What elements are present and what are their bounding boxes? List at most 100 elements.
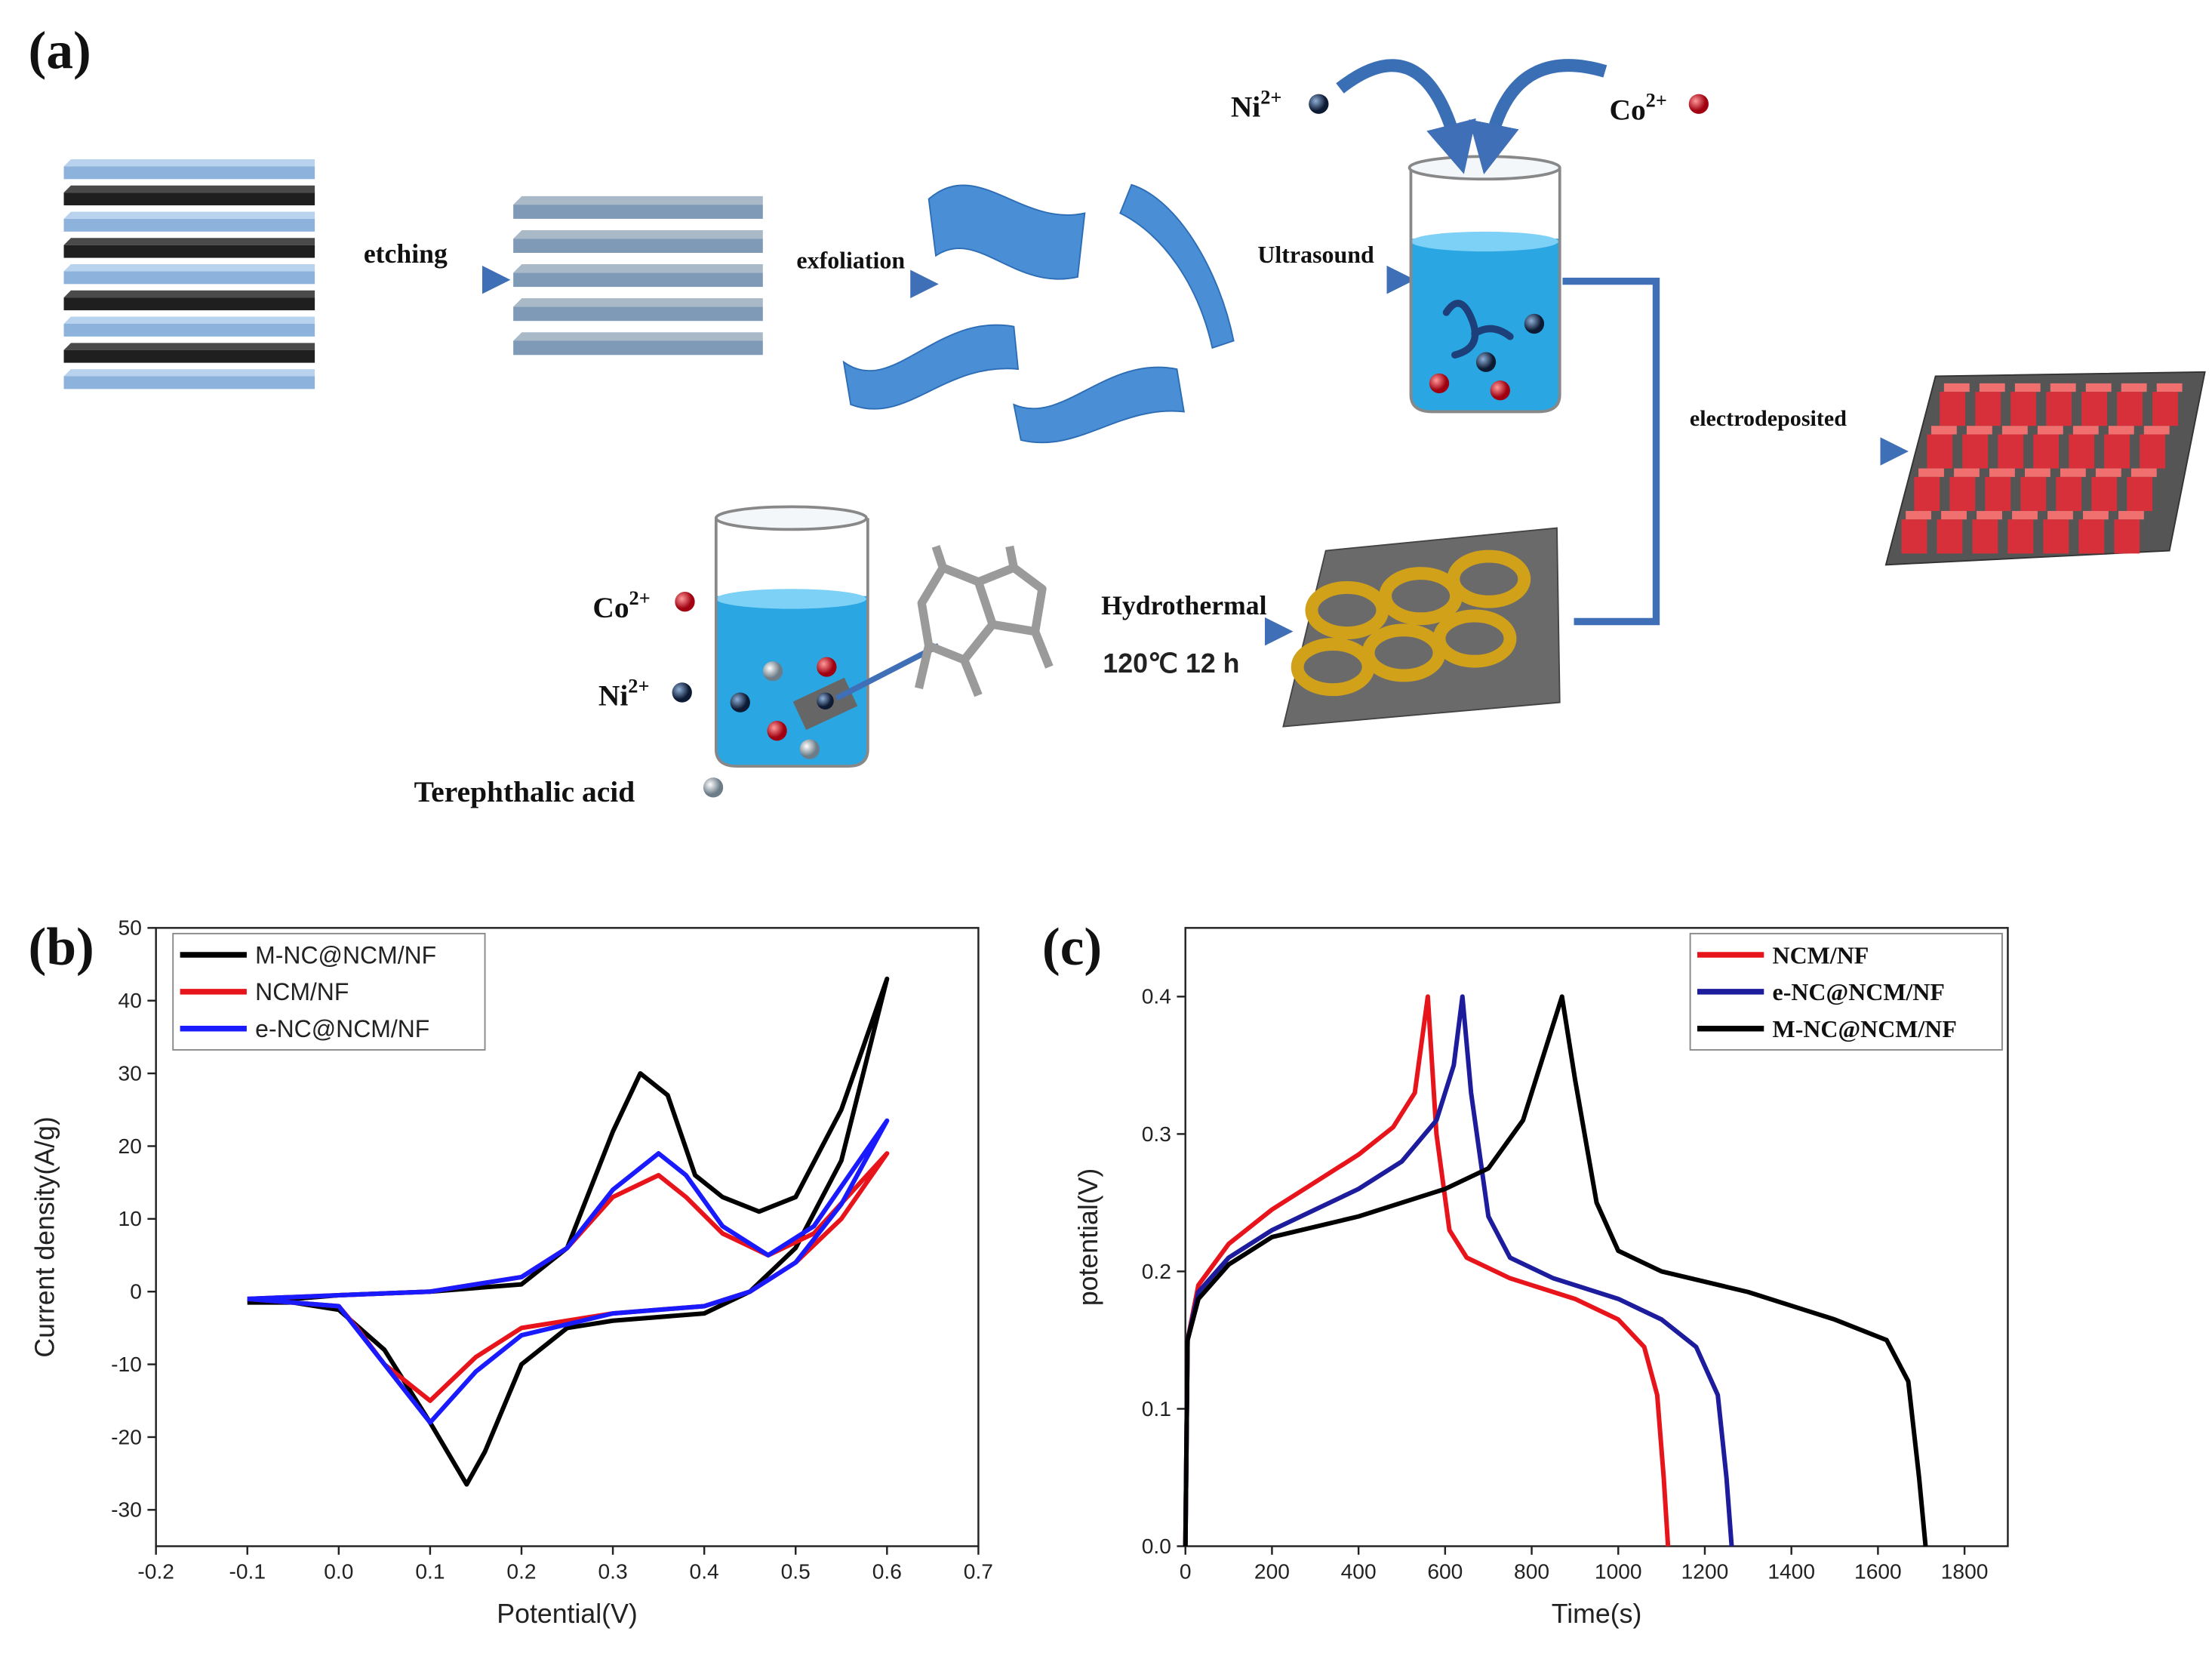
y-axis-title: potential(V) <box>1073 1168 1103 1307</box>
layer-side <box>63 297 315 311</box>
ion <box>672 682 692 703</box>
layer-side <box>63 218 315 232</box>
legend-label: e-NC@NCM/NF <box>1773 979 1945 1005</box>
ion <box>817 692 834 710</box>
symbol: Co <box>592 591 629 624</box>
ribbon <box>1013 366 1185 444</box>
step-label: Ultrasound <box>1257 242 1374 268</box>
y-tick-label: -20 <box>111 1424 142 1448</box>
block-top <box>2050 383 2076 392</box>
liquid-surface <box>1411 231 1558 252</box>
x-tick-label: 0.2 <box>506 1559 536 1584</box>
nanosheets <box>842 183 1235 444</box>
sheet <box>1442 300 1514 359</box>
block-top <box>2072 426 2099 435</box>
y-tick-label: 30 <box>118 1060 142 1085</box>
layer-side <box>513 272 763 288</box>
x-tick-label: 0 <box>1180 1559 1192 1584</box>
block-top <box>2095 468 2121 477</box>
block-top <box>1943 383 1970 392</box>
layer-top <box>513 298 763 307</box>
legend-label: NCM/NF <box>255 978 349 1005</box>
plot-frame <box>155 927 980 1547</box>
rim <box>714 505 868 531</box>
liquid <box>715 596 868 767</box>
block <box>2078 519 2105 554</box>
legend-label: M-NC@NCM/NF <box>1773 1016 1957 1042</box>
layer-top <box>63 238 315 245</box>
layer-side <box>513 306 763 322</box>
charge: 2+ <box>629 587 651 609</box>
layer-side <box>63 323 315 337</box>
x-tick-label: 1400 <box>1767 1559 1815 1584</box>
block <box>2091 476 2118 511</box>
layer-top <box>513 332 763 341</box>
block <box>2033 434 2060 469</box>
step-label: electrodeposited <box>1690 405 1847 431</box>
step-label: exfoliation <box>796 248 905 274</box>
block <box>1940 392 1966 426</box>
x-tick-label: 200 <box>1254 1559 1290 1584</box>
block <box>2127 476 2153 511</box>
block-top <box>2001 426 2028 435</box>
layer-top <box>63 264 315 272</box>
x-tick-label: 0.3 <box>598 1559 627 1584</box>
ion <box>1309 94 1329 114</box>
ion <box>675 592 695 612</box>
layer-side <box>63 192 315 206</box>
block <box>1914 476 1940 511</box>
ion <box>817 657 837 677</box>
x-tick-label: 0.7 <box>964 1559 993 1584</box>
block <box>2114 519 2140 554</box>
condition-label: 120℃ 12 h <box>1103 648 1239 679</box>
panel-label: (a) <box>29 21 91 81</box>
y-tick-label: 0.3 <box>1142 1122 1171 1146</box>
legend-label: e-NC@NCM/NF <box>255 1015 429 1042</box>
layer-top <box>63 185 315 193</box>
y-tick-label: 20 <box>118 1134 142 1158</box>
ion <box>762 661 783 682</box>
y-tick-label: 10 <box>118 1206 142 1230</box>
series-line <box>247 976 890 1487</box>
bonds <box>915 545 1054 697</box>
layer-side <box>513 239 763 254</box>
layer-top <box>63 290 315 298</box>
x-tick-label: 800 <box>1514 1559 1549 1584</box>
block-top <box>1918 468 1944 477</box>
y-tick-label: 0.1 <box>1142 1396 1171 1421</box>
block-top <box>2060 468 2086 477</box>
x-tick-label: 0.4 <box>690 1559 719 1584</box>
beaker <box>1407 155 1561 414</box>
x-tick-label: 0.0 <box>324 1559 353 1584</box>
layer-side <box>513 205 763 219</box>
block-top <box>1977 510 2002 520</box>
layer-top <box>63 343 315 350</box>
ion <box>767 721 787 741</box>
layer-top <box>513 195 763 205</box>
block <box>2152 392 2178 426</box>
series-line <box>247 1151 890 1403</box>
step-label: Hydrothermal <box>1101 590 1266 620</box>
block-top <box>2118 510 2144 520</box>
layer-top <box>513 264 763 273</box>
block <box>2069 434 2095 469</box>
x-tick-label: 400 <box>1341 1559 1377 1584</box>
block-top <box>2047 510 2073 520</box>
block <box>1972 519 1998 554</box>
block-top <box>1979 383 2005 392</box>
layer-side <box>63 271 315 285</box>
symbol: Co <box>1609 93 1645 126</box>
y-tick-label: 0 <box>130 1279 142 1304</box>
arrows <box>340 265 1909 646</box>
ribbon <box>842 324 1020 410</box>
block-top <box>2130 468 2157 477</box>
block-top <box>2143 426 2170 435</box>
nanoarrays <box>1901 383 2183 554</box>
liquid <box>1411 239 1560 412</box>
block-top <box>1941 510 1967 520</box>
ring <box>1447 549 1531 608</box>
block-top <box>2024 468 2050 477</box>
layered-material <box>63 159 763 389</box>
block-top <box>2037 426 2063 435</box>
x-tick-label: -0.1 <box>229 1559 266 1584</box>
